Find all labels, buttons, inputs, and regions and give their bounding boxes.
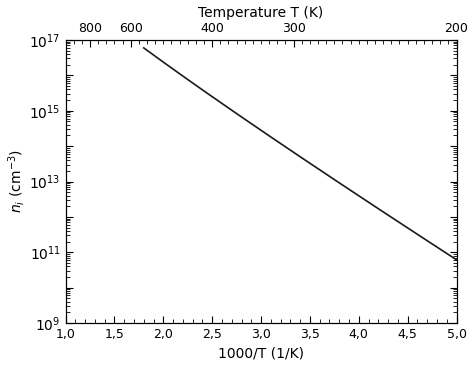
X-axis label: Temperature T (K): Temperature T (K) xyxy=(199,5,324,19)
Y-axis label: $n_i$ (cm$^{-3}$): $n_i$ (cm$^{-3}$) xyxy=(6,150,27,213)
X-axis label: 1000/T (1/K): 1000/T (1/K) xyxy=(218,347,304,361)
